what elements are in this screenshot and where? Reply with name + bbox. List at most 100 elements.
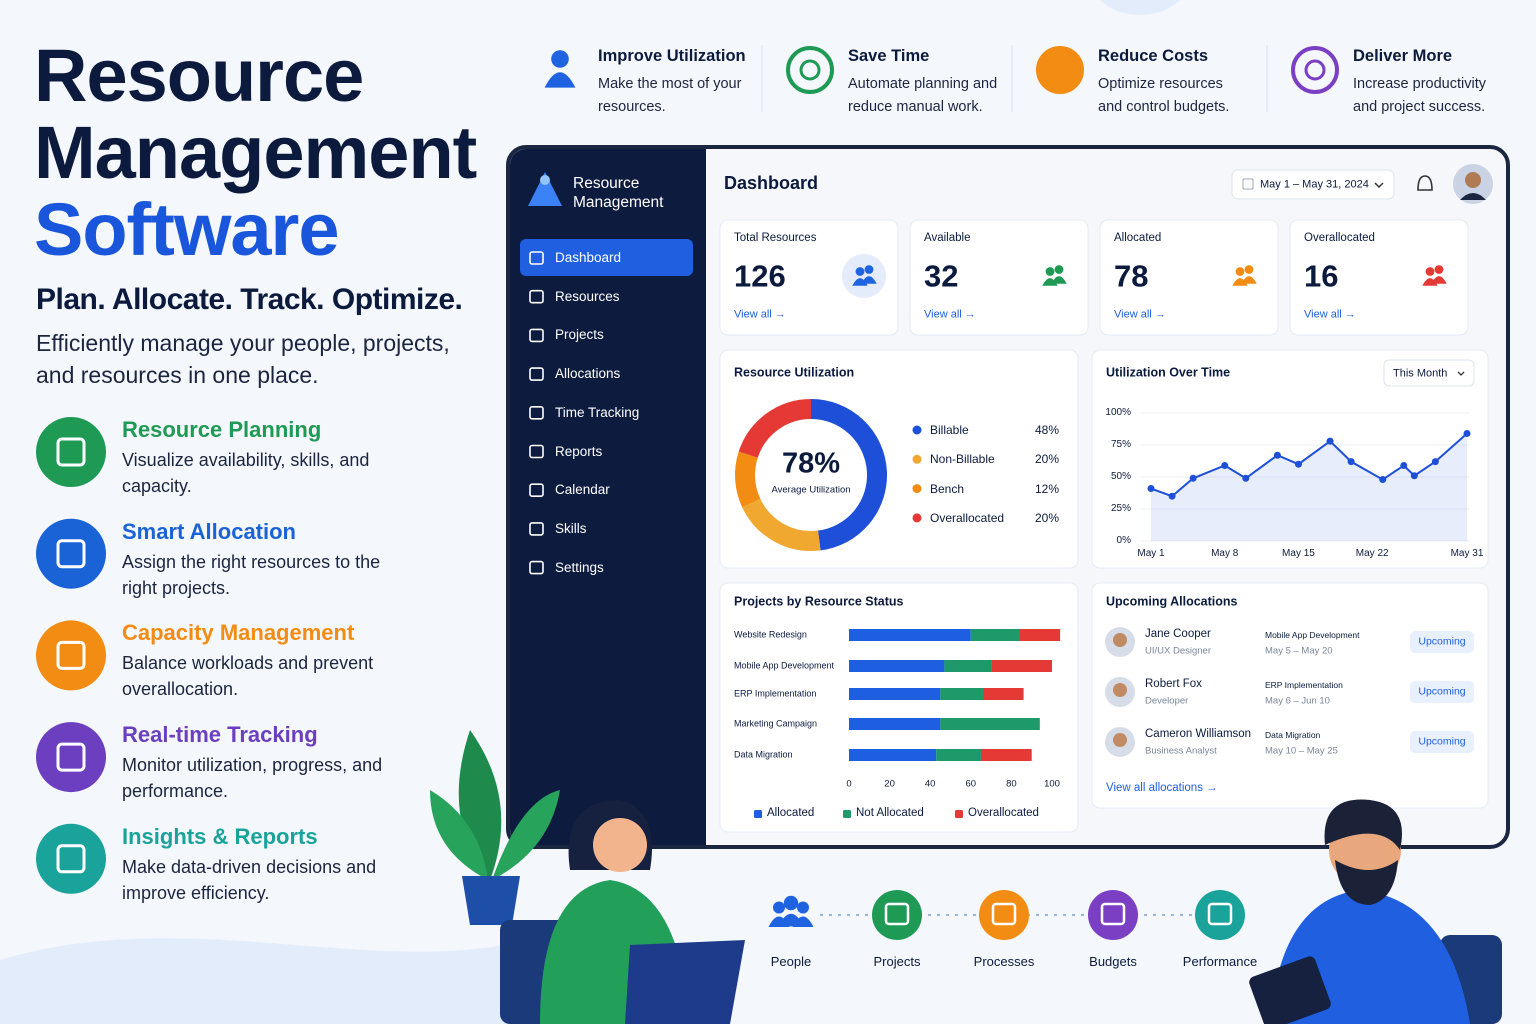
woman-head bbox=[593, 818, 647, 872]
nav-item[interactable]: Resources bbox=[555, 288, 620, 304]
x-tick-label: May 31 bbox=[1450, 548, 1484, 559]
stat-icon-bg bbox=[1412, 254, 1456, 298]
card bbox=[1091, 582, 1489, 809]
filter-label[interactable]: This Month bbox=[1393, 367, 1448, 380]
status: Upcoming bbox=[1418, 635, 1466, 648]
benefit-text: Make the most of your resources. bbox=[598, 76, 742, 115]
category-label: Data Migration bbox=[734, 749, 793, 760]
nav-item[interactable]: Time Tracking bbox=[555, 404, 640, 420]
project-name: Mobile App Development bbox=[1265, 629, 1360, 640]
legend-dot bbox=[912, 513, 922, 523]
benefit-icon bbox=[1291, 46, 1339, 94]
center-value: 78% bbox=[781, 447, 841, 480]
logo bbox=[540, 175, 550, 185]
date-range[interactable]: May 1 – May 31, 2024 bbox=[1260, 178, 1369, 191]
stat-icon bbox=[1244, 265, 1254, 274]
benefit-title: Improve Utilization bbox=[598, 47, 746, 66]
card-title: Utilization Over Time bbox=[1106, 365, 1231, 380]
bottom-icon bbox=[797, 901, 809, 914]
bottom-label: Processes bbox=[973, 954, 1035, 970]
bar-segment bbox=[970, 629, 1020, 641]
man-hair bbox=[1324, 799, 1402, 850]
nav-item[interactable]: Dashboard bbox=[555, 249, 622, 265]
page-title: Dashboard bbox=[724, 173, 819, 194]
stat-icon-bg bbox=[842, 254, 886, 298]
project-name: Data Migration bbox=[1265, 729, 1321, 740]
stat-icon bbox=[1425, 267, 1435, 276]
benefit-text: Increase productivity and project succes… bbox=[1353, 76, 1486, 115]
value-label: 48% bbox=[1034, 422, 1059, 437]
nav-item[interactable]: Settings bbox=[555, 559, 604, 575]
stat-icon bbox=[855, 267, 865, 276]
benefit-icon bbox=[799, 59, 821, 81]
wave bbox=[1100, 0, 1180, 15]
stat-link[interactable]: View all → bbox=[1304, 308, 1356, 321]
view-all-link[interactable]: View all allocations → bbox=[1106, 782, 1218, 795]
x-tick-label: May 15 bbox=[1282, 548, 1315, 559]
benefit-text: Optimize resources and control budgets. bbox=[1098, 76, 1230, 115]
stat-link[interactable]: View all → bbox=[924, 308, 976, 321]
logo bbox=[528, 172, 562, 206]
feature-title: Smart Allocation bbox=[122, 518, 296, 544]
person-role: UI/UX Designer bbox=[1145, 645, 1211, 657]
feature-text: Make data-driven decisions and improve e… bbox=[122, 856, 377, 903]
benefit-text: Automate planning and reduce manual work… bbox=[848, 76, 998, 115]
status-pill bbox=[1410, 681, 1474, 703]
bottom-icon bbox=[778, 913, 804, 927]
stat-label: Total Resources bbox=[734, 232, 817, 245]
legend-swatch bbox=[955, 810, 963, 818]
nav-item[interactable]: Allocations bbox=[555, 366, 621, 381]
value-label: 20% bbox=[1034, 452, 1059, 467]
x-tick-label: 40 bbox=[924, 778, 936, 790]
nav-icon bbox=[529, 289, 544, 304]
bottom-label: People bbox=[770, 954, 812, 970]
feature-title: Resource Planning bbox=[122, 416, 322, 442]
point bbox=[1273, 451, 1281, 459]
person-name: Cameron Williamson bbox=[1145, 728, 1252, 741]
feature-text: Assign the right resources to the right … bbox=[122, 551, 381, 598]
stat-icon bbox=[1235, 267, 1245, 276]
y-tick-label: 50% bbox=[1110, 471, 1131, 482]
card bbox=[719, 219, 899, 336]
legend-label: Non-Billable bbox=[930, 452, 995, 467]
category-label: ERP Implementation bbox=[734, 688, 817, 699]
chevron bbox=[1457, 371, 1465, 376]
benefit-icon bbox=[1304, 59, 1326, 81]
point bbox=[1326, 437, 1334, 445]
legend-label: Overallocated bbox=[930, 510, 1005, 525]
legend-label: Billable bbox=[930, 422, 969, 437]
hero-title: Management bbox=[34, 111, 477, 194]
stat-link[interactable]: View all → bbox=[734, 308, 786, 321]
nav-item[interactable]: Reports bbox=[555, 443, 603, 459]
feature-glyph bbox=[56, 539, 86, 569]
point bbox=[1168, 492, 1176, 500]
hero-title: Resource bbox=[34, 34, 364, 117]
y-tick-label: 0% bbox=[1116, 535, 1131, 546]
feature-icon bbox=[36, 620, 106, 691]
benefit-title: Reduce Costs bbox=[1098, 47, 1209, 66]
feature-title: Real-time Tracking bbox=[122, 721, 318, 747]
project-dates: May 10 – May 25 bbox=[1265, 745, 1338, 757]
status: Upcoming bbox=[1418, 735, 1466, 748]
legend-label: Overallocated bbox=[968, 807, 1039, 820]
nav-item[interactable]: Skills bbox=[555, 520, 587, 536]
feature-text: Balance workloads and prevent overalloca… bbox=[122, 653, 374, 700]
x-tick-label: 20 bbox=[884, 778, 895, 790]
benefit-icon bbox=[551, 50, 569, 68]
nav-item[interactable]: Calendar bbox=[555, 482, 610, 498]
legend-swatch bbox=[843, 810, 851, 818]
card-title: Projects by Resource Status bbox=[734, 594, 904, 609]
card-title: Upcoming Allocations bbox=[1106, 594, 1238, 609]
avatar bbox=[1113, 683, 1127, 697]
donut-segment bbox=[738, 399, 812, 459]
stat-icon bbox=[1054, 265, 1064, 274]
x-tick-label: 80 bbox=[1006, 778, 1017, 790]
value-label: 20% bbox=[1034, 510, 1059, 525]
bottom-icon bbox=[783, 895, 799, 911]
category-label: Website Redesign bbox=[734, 629, 807, 640]
benefit-icon bbox=[786, 46, 834, 94]
bottom-glyph bbox=[1100, 902, 1126, 926]
stat-link[interactable]: View all → bbox=[1114, 308, 1166, 321]
nav-item[interactable]: Projects bbox=[555, 327, 604, 343]
